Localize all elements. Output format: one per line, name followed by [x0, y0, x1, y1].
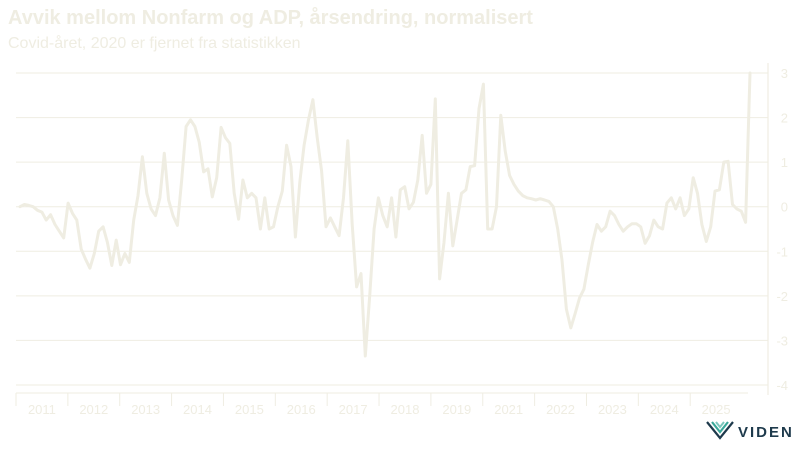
- x-tick-label: 2025: [702, 402, 731, 417]
- series-line: [18, 71, 752, 358]
- viden-logo-icon: [706, 420, 734, 445]
- y-tick-label: 2: [781, 111, 788, 126]
- gridlines: [16, 72, 768, 386]
- y-tick-label: -4: [776, 378, 788, 393]
- x-axis-bands: [15, 392, 748, 406]
- x-tick-label: 2019: [442, 402, 471, 417]
- x-tick-label: 2015: [235, 402, 264, 417]
- chart-title: Avvik mellom Nonfarm og ADP, årsendring,…: [8, 7, 533, 29]
- x-tick-label: 2017: [339, 402, 368, 417]
- brand-name: VIDEN: [738, 424, 794, 441]
- x-tick-label: 2021: [494, 402, 523, 417]
- series-group: [18, 71, 752, 358]
- y-tick-label: -3: [776, 333, 788, 348]
- x-tick-label: 2014: [183, 402, 212, 417]
- y-axis: 3 2 1 0 -1 -2 -3 -4: [767, 63, 788, 395]
- x-tick-label: 2023: [598, 402, 627, 417]
- y-tick-label: 3: [781, 66, 788, 81]
- brand-logo: VIDEN: [706, 420, 794, 445]
- x-tick-label: 2013: [131, 402, 160, 417]
- y-tick-label: -1: [776, 244, 788, 259]
- chart-subtitle: Covid-året, 2020 er fjernet fra statisti…: [8, 35, 301, 52]
- x-tick-label: 2018: [391, 402, 420, 417]
- y-tick-label: 0: [781, 200, 788, 215]
- x-tick-label: 2016: [287, 402, 316, 417]
- x-tick-label: 2012: [79, 402, 108, 417]
- y-tick-label: -2: [776, 289, 788, 304]
- x-tick-label: 2011: [28, 402, 56, 417]
- x-tick-label: 2024: [650, 402, 679, 417]
- x-axis: 2011 2012 2013 2014 2015 2016 2017 2018 2019 2021…: [28, 402, 731, 417]
- y-tick-label: 1: [781, 155, 788, 170]
- x-tick-label: 2022: [546, 402, 575, 417]
